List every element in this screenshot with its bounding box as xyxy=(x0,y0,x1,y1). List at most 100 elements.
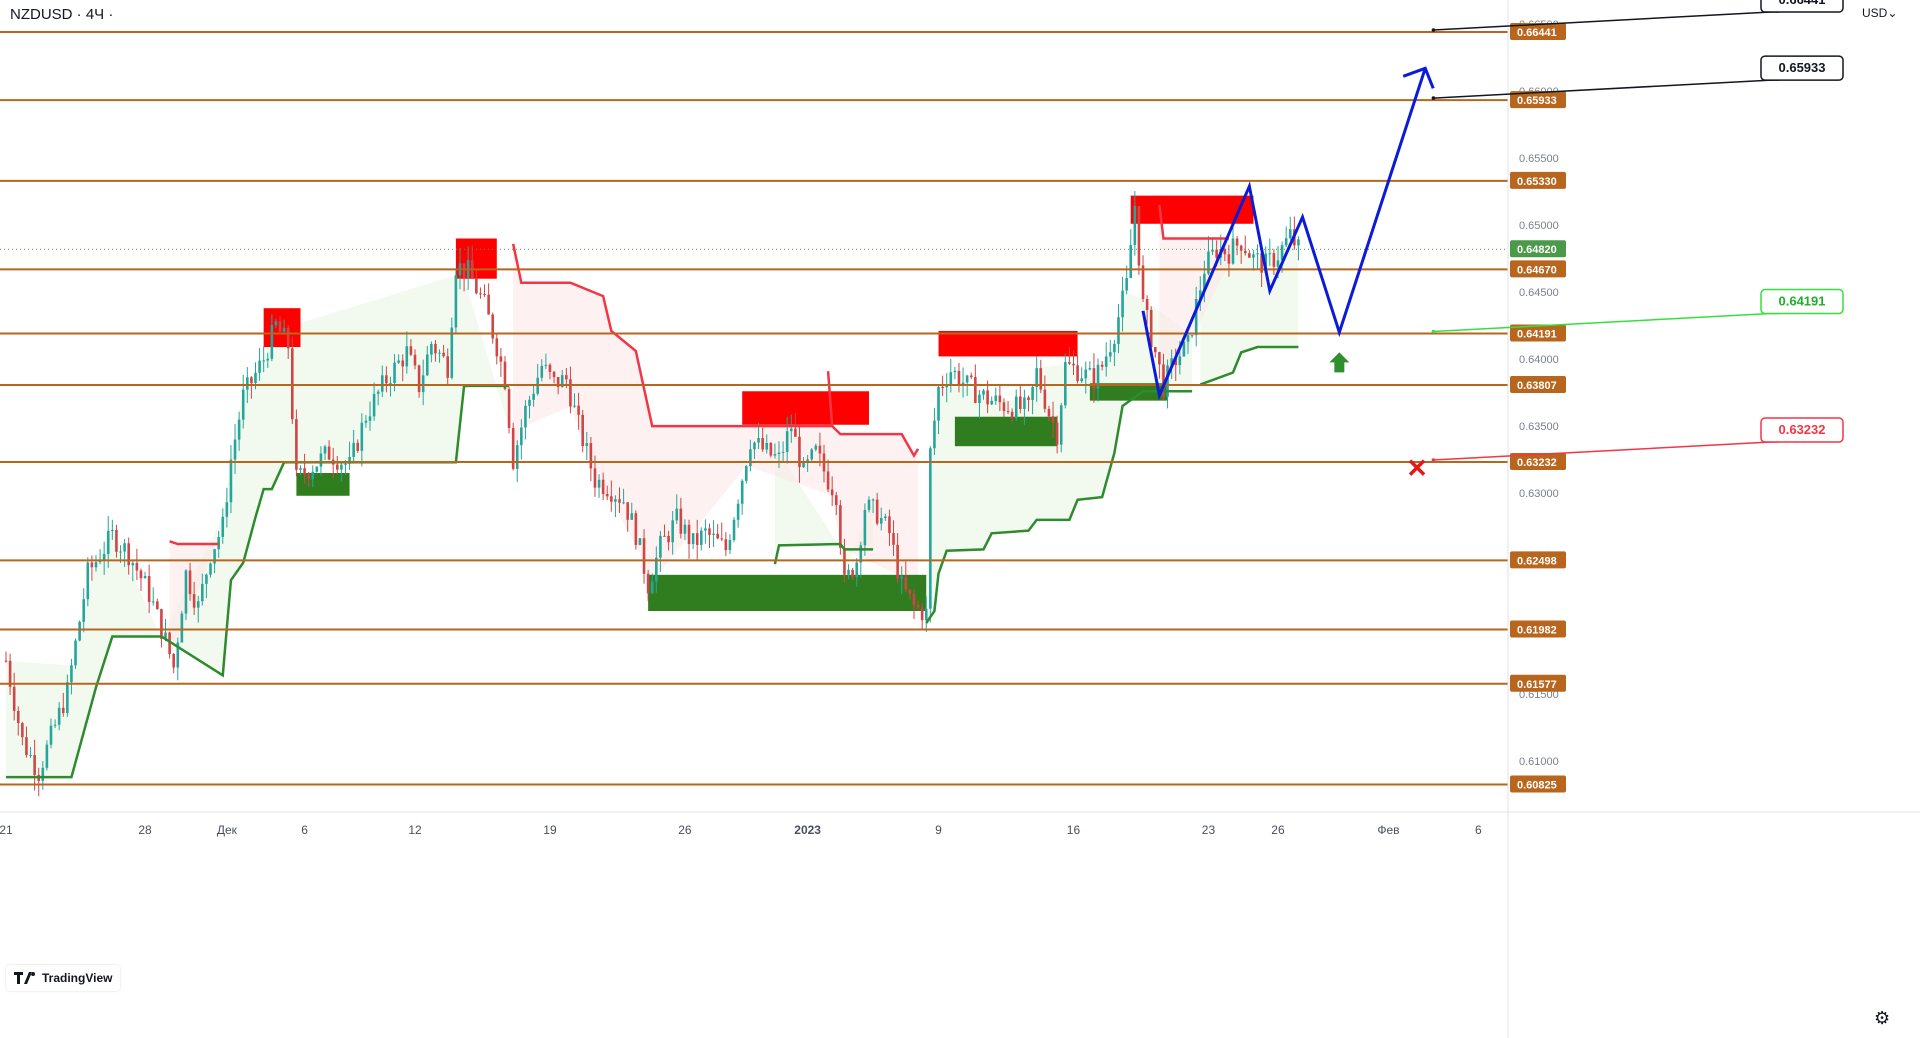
price-callouts[interactable]: 0.66441 0.65933 0.64191 0.63232 xyxy=(1431,0,1844,462)
candle-body xyxy=(671,520,674,543)
level-price-tag xyxy=(1510,375,1566,393)
candle-body xyxy=(1047,408,1051,417)
demand-zone xyxy=(1089,383,1168,401)
candle-body xyxy=(712,533,715,536)
candle-body xyxy=(1268,253,1272,255)
candle-body xyxy=(160,609,163,639)
candle-body xyxy=(728,539,732,551)
callout-box xyxy=(1760,288,1844,315)
candle-body xyxy=(1284,238,1288,246)
candle-body xyxy=(156,601,159,610)
candle-body xyxy=(859,545,863,563)
supply-zone xyxy=(742,391,869,425)
candle-body xyxy=(515,445,519,469)
candle-body xyxy=(213,549,216,564)
time-tick-label: 26 xyxy=(1271,823,1285,837)
candle-body xyxy=(524,405,527,428)
time-axis[interactable]: 21 28 Дек 6 12 19 26 2023 9 16 23 26 Фев 6 xyxy=(0,811,1920,837)
candle-body xyxy=(372,393,376,417)
candle-body xyxy=(1096,364,1100,389)
candle-body xyxy=(548,364,552,372)
candle-body xyxy=(1039,368,1043,390)
settings-gear-icon[interactable]: ⚙ xyxy=(1874,1008,1891,1029)
candle-body xyxy=(131,562,135,566)
candle-body xyxy=(45,744,49,768)
candle-body xyxy=(724,539,728,551)
level-price-tag xyxy=(1510,674,1566,692)
candle-body xyxy=(241,389,245,420)
candle-body xyxy=(986,390,989,405)
candle-body xyxy=(1243,250,1247,254)
candle-body xyxy=(687,524,691,545)
candle-body xyxy=(151,601,155,603)
candle-body xyxy=(781,451,785,453)
time-tick-label: 26 xyxy=(678,823,692,837)
candle-body xyxy=(135,562,139,571)
candle-body xyxy=(1182,341,1186,357)
candle-body xyxy=(491,314,495,339)
candle-body xyxy=(8,660,12,687)
candle-body xyxy=(147,575,151,602)
callout-box xyxy=(1760,55,1844,81)
candle-body xyxy=(119,551,122,553)
candle-body xyxy=(630,513,634,520)
level-price-tag xyxy=(1510,324,1566,342)
level-price-tag xyxy=(1510,453,1566,471)
symbol-label[interactable]: NZDUSD · 4Ч · xyxy=(10,6,114,23)
candle-body xyxy=(425,354,429,376)
candle-body xyxy=(826,471,830,490)
level-price-tag xyxy=(1510,551,1566,569)
candle-body xyxy=(1276,260,1280,267)
candle-body xyxy=(340,464,343,470)
candle-body xyxy=(655,557,658,582)
candle-body xyxy=(98,561,102,563)
level-lines[interactable] xyxy=(0,31,1508,786)
tradingview-logo[interactable]: TradingView xyxy=(6,965,121,991)
candle-body xyxy=(344,463,347,465)
level-price-label: 0.62498 xyxy=(1517,555,1557,567)
candle-body xyxy=(438,352,441,354)
forecast-drawing[interactable] xyxy=(1141,66,1435,476)
candle-body xyxy=(376,391,380,394)
candle-body xyxy=(1260,253,1263,273)
currency-selector[interactable]: USD⌄ xyxy=(1862,6,1898,20)
candle-body xyxy=(389,382,392,384)
candle-body xyxy=(1100,364,1104,367)
time-tick-label: 6 xyxy=(1475,823,1482,837)
candle-body xyxy=(1121,290,1124,318)
candle-body xyxy=(642,538,646,574)
candle-body xyxy=(659,535,662,558)
candle-body xyxy=(749,449,752,467)
candle-body xyxy=(663,535,666,537)
candle-body xyxy=(1035,368,1038,388)
candle-body xyxy=(1166,365,1169,397)
candle-body xyxy=(229,459,233,503)
candle-body xyxy=(581,414,584,447)
candle-body xyxy=(744,466,748,481)
candle-body xyxy=(16,710,20,724)
supply-demand-zones xyxy=(263,195,1254,612)
candle-body xyxy=(544,364,548,366)
candle-body xyxy=(434,343,437,354)
trailing-stop-short xyxy=(826,371,834,427)
candle-body xyxy=(291,348,294,420)
candle-body xyxy=(520,427,523,446)
candle-body xyxy=(74,640,77,666)
candle-body xyxy=(49,725,53,745)
candle-body xyxy=(969,375,973,378)
candle-body xyxy=(994,395,998,401)
tradingview-logo-text: TradingView xyxy=(42,971,113,985)
candle-body xyxy=(573,405,576,407)
level-price-label: 0.65330 xyxy=(1517,176,1557,188)
candle-body xyxy=(1064,362,1067,406)
candle-body xyxy=(806,459,809,462)
time-tick-label: Дек xyxy=(217,823,238,837)
candle-body xyxy=(1178,356,1182,366)
candle-body xyxy=(892,533,895,545)
candle-body xyxy=(789,428,793,432)
candle-body xyxy=(385,375,388,384)
candle-body xyxy=(164,632,167,639)
price-axis[interactable]: 0.665000.660000.655000.650000.645000.640… xyxy=(1507,0,1568,1038)
candle-body xyxy=(1231,238,1235,264)
